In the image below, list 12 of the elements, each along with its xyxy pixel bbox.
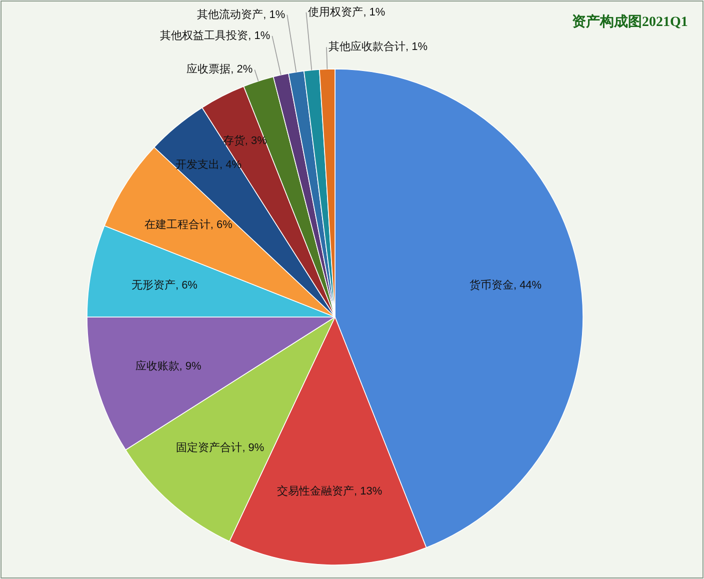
slice-label: 交易性金融资产, 13% [276, 484, 382, 498]
slice-label: 其他流动资产, 1% [197, 8, 286, 21]
slice-label: 应收账款, 9% [135, 359, 202, 372]
slice-label: 固定资产合计, 9% [176, 441, 264, 454]
slice-label: 使用权资产, 1% [308, 5, 386, 18]
slice-label: 无形资产, 6% [131, 278, 198, 292]
slice-label: 应收票据, 2% [186, 62, 253, 76]
slice-label: 其他权益工具投资, 1% [160, 28, 270, 42]
slice-label: 其他应收款合计, 1% [328, 40, 428, 54]
slice-label: 在建工程合计, 6% [144, 218, 233, 231]
slice-label: 货币资金, 44% [469, 278, 542, 292]
text: 资产构成图2021Q1 [572, 13, 688, 30]
